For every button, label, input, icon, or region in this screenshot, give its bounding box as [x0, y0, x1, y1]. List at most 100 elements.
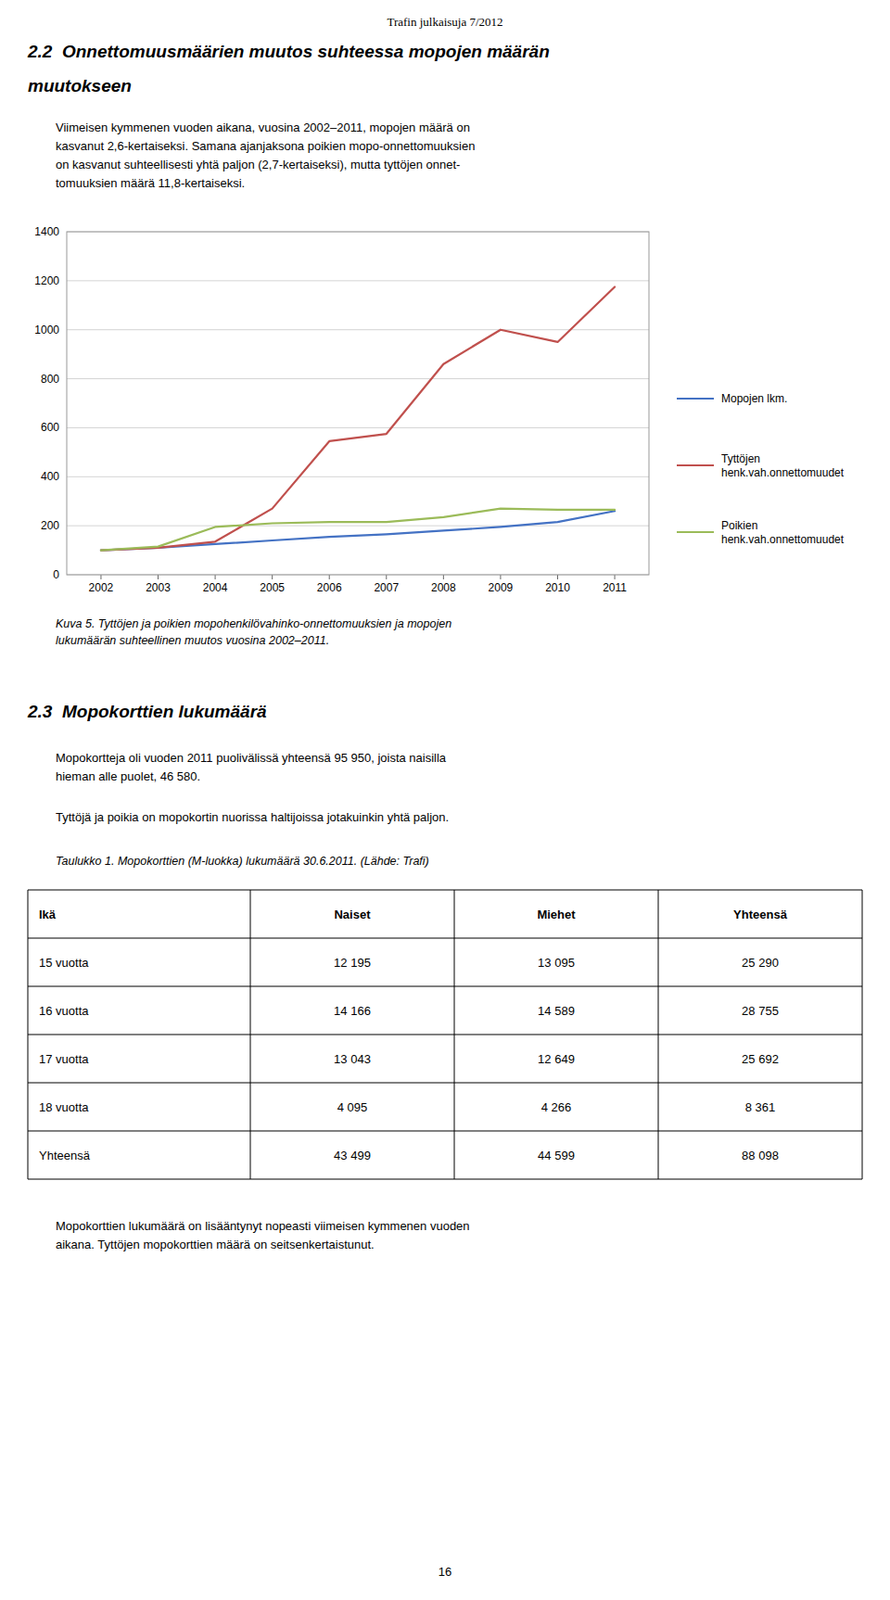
- table-cell: 43 499: [333, 1148, 371, 1163]
- legend-swatch: [676, 397, 714, 400]
- table-cell: 88 098: [741, 1148, 779, 1163]
- table-cell: 8 361: [745, 1100, 776, 1115]
- x-tick-label: 2006: [317, 581, 343, 595]
- line-chart: 0200400600800100012001400200220032004200…: [34, 225, 649, 595]
- table-cell: 17 vuotta: [38, 1052, 89, 1067]
- body-text: Mopokortteja oli vuoden 2011 puoliväliss…: [55, 750, 447, 765]
- series-line: [101, 508, 615, 551]
- table-header: Naiset: [333, 907, 371, 922]
- legend: Mopojen lkm.Tyttöjenhenk.vah.onnettomuud…: [676, 392, 845, 547]
- table-cell: 28 755: [741, 1004, 779, 1018]
- table-cell: 13 043: [333, 1052, 371, 1067]
- table-cell: 18 vuotta: [38, 1100, 89, 1115]
- table-header: Ikä: [38, 907, 57, 922]
- figure-caption: lukumäärän suhteellinen muutos vuosina 2…: [55, 634, 330, 648]
- x-tick: [329, 574, 331, 580]
- table-rule: [27, 938, 863, 940]
- x-tick-label: 2002: [89, 581, 115, 595]
- legend-entry-line: henk.vah.onnettomuudet: [721, 466, 845, 480]
- y-tick-label: 1400: [34, 225, 60, 239]
- x-tick-label: 2011: [602, 581, 627, 595]
- table-cell: 13 095: [537, 955, 575, 970]
- legend-entry: Tyttöjenhenk.vah.onnettomuudet: [721, 452, 845, 480]
- grid-line: [66, 279, 649, 281]
- section-heading: muutokseen: [27, 76, 132, 96]
- plot-frame: [66, 231, 649, 575]
- table-cell: 15 vuotta: [38, 955, 89, 970]
- body-text: Tyttöjä ja poikia on mopokortin nuorissa…: [55, 810, 449, 825]
- x-tick-label: 2008: [431, 581, 457, 595]
- body-text: Viimeisen kymmenen vuoden aikana, vuosin…: [55, 120, 471, 135]
- body-text: hieman alle puolet, 46 580.: [55, 769, 201, 784]
- legend-entry-line: Mopojen lkm.: [721, 392, 788, 406]
- y-axis: 0200400600800100012001400: [34, 225, 649, 582]
- y-tick-label: 0: [52, 568, 60, 582]
- table-header: Yhteensä: [733, 907, 789, 922]
- x-tick: [557, 574, 559, 580]
- x-tick: [215, 574, 217, 580]
- table-rule: [27, 890, 29, 1180]
- x-tick: [157, 574, 159, 580]
- y-tick-label: 800: [40, 372, 60, 386]
- figure-caption: Kuva 5. Tyttöjen ja poikien mopohenkilöv…: [55, 617, 452, 631]
- x-tick-label: 2010: [545, 581, 571, 595]
- legend-entry-line: henk.vah.onnettomuudet: [721, 533, 845, 547]
- table-header: Miehet: [536, 907, 576, 922]
- x-tick-label: 2007: [373, 581, 399, 595]
- y-tick-label: 200: [40, 519, 60, 533]
- table-cell: 44 599: [537, 1148, 575, 1163]
- x-tick-label: 2009: [488, 581, 514, 595]
- table-rule: [27, 1082, 863, 1084]
- body-text: aikana. Tyttöjen mopokorttien määrä on s…: [55, 1237, 375, 1252]
- table: Ikä Naiset Miehet Yhteensä 15 vuotta 12 195 13…: [27, 890, 863, 1180]
- x-tick-label: 2003: [145, 581, 171, 595]
- x-tick-label: 2005: [259, 581, 285, 595]
- body-text: Mopokorttien lukumäärä on lisääntynyt no…: [55, 1219, 471, 1234]
- x-tick: [499, 574, 501, 580]
- x-tick: [443, 574, 445, 580]
- table-rule: [27, 1179, 863, 1181]
- legend-entry: Poikienhenk.vah.onnettomuudet: [721, 519, 845, 547]
- legend-swatch: [676, 464, 714, 467]
- table-cell: 4 266: [541, 1100, 573, 1115]
- grid-line: [66, 329, 649, 331]
- section-heading: 2.2 Onnettomuusmäärien muutos suhteessa …: [26, 41, 550, 62]
- table-caption: Taulukko 1. Mopokorttien (M-luokka) luku…: [55, 854, 430, 868]
- series-line: [101, 510, 615, 550]
- page: Trafin julkaisuja 7/2012 2.2 Onnettomuusm…: [0, 0, 890, 1600]
- body-text: kasvanut 2,6-kertaiseksi. Samana ajanjak…: [55, 139, 475, 153]
- series-line: [101, 286, 615, 550]
- table-cell: 16 vuotta: [38, 1004, 89, 1018]
- series-lines: [101, 286, 615, 550]
- page-header: Trafin julkaisuja 7/2012: [386, 14, 503, 29]
- grid-line: [66, 476, 649, 478]
- x-tick: [100, 574, 102, 580]
- y-tick-label: 1200: [34, 274, 60, 288]
- table-cell: 12 649: [537, 1052, 575, 1067]
- grid-line: [66, 378, 649, 380]
- table-cell: 25 290: [741, 955, 779, 970]
- table-rule: [27, 1131, 863, 1132]
- section-heading: 2.3 Mopokorttien lukumäärä: [26, 701, 267, 722]
- table-cell: 25 692: [741, 1052, 779, 1067]
- table-rule: [27, 986, 863, 988]
- table-rule: [862, 890, 864, 1180]
- table-rule: [454, 890, 456, 1180]
- legend-swatch: [676, 531, 714, 534]
- table-cell: 12 195: [333, 955, 371, 970]
- table-cell: 14 589: [537, 1004, 575, 1018]
- legend-entry-line: Poikien: [721, 519, 758, 533]
- legend-entry-line: Tyttöjen: [721, 452, 761, 466]
- x-axis: 2002 2003 2004 2005 2006 2007 2008 2009 2010 2011: [89, 574, 628, 595]
- y-tick-label: 600: [40, 420, 60, 434]
- page-number: 16: [438, 1564, 452, 1579]
- y-tick-label: 400: [40, 470, 60, 484]
- x-tick: [271, 574, 273, 580]
- table-rule: [250, 890, 252, 1180]
- table-cell: 4 095: [337, 1100, 369, 1115]
- table-cell: Yhteensä: [38, 1148, 91, 1163]
- x-tick-label: 2004: [203, 581, 229, 595]
- table-rule: [27, 890, 863, 891]
- body-text: tomuuksien määrä 11,8-kertaiseksi.: [55, 176, 245, 191]
- grid-line: [66, 525, 649, 527]
